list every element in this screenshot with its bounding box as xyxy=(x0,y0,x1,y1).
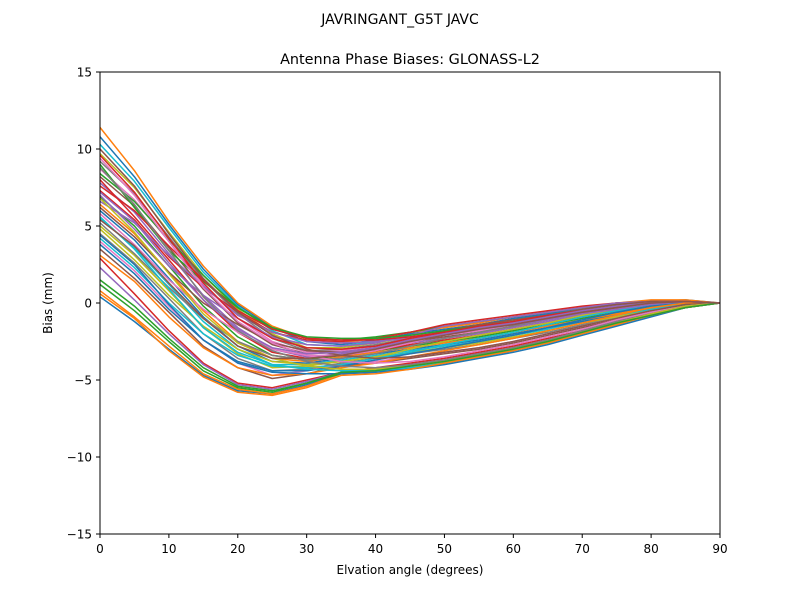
y-axis: −15 −10 −5 0 5 10 15 xyxy=(67,66,100,542)
series-line-45 xyxy=(100,191,720,355)
y-axis-label: Bias (mm) xyxy=(41,272,55,334)
figure-suptitle: JAVRINGANT_G5T JAVC xyxy=(320,12,479,28)
y-tick-label: −15 xyxy=(67,528,92,542)
x-tick-label: 60 xyxy=(506,542,521,556)
series-line-12 xyxy=(100,203,720,363)
x-tick-label: 80 xyxy=(643,542,658,556)
x-tick-label: 20 xyxy=(230,542,245,556)
chart-title: Antenna Phase Biases: GLONASS-L2 xyxy=(280,52,540,68)
series-group xyxy=(100,126,720,397)
x-tick-label: 0 xyxy=(96,542,104,556)
series-line-46 xyxy=(100,219,720,360)
y-tick-label: 15 xyxy=(77,66,92,80)
y-tick-label: 10 xyxy=(77,143,92,157)
y-tick-label: −5 xyxy=(74,374,92,388)
x-tick-label: 30 xyxy=(299,542,314,556)
y-tick-label: −10 xyxy=(67,451,92,465)
series-line-42 xyxy=(100,293,720,397)
y-tick-label: 5 xyxy=(84,220,92,234)
series-line-43 xyxy=(100,279,720,392)
x-axis-label: Elvation angle (degrees) xyxy=(337,563,484,577)
x-tick-label: 90 xyxy=(712,542,727,556)
series-line-38 xyxy=(100,166,720,369)
series-line-30 xyxy=(100,237,720,369)
x-tick-label: 40 xyxy=(368,542,383,556)
y-tick-label: 0 xyxy=(84,297,92,311)
series-line-37 xyxy=(100,157,720,364)
x-tick-label: 50 xyxy=(437,542,452,556)
series-line-36 xyxy=(100,148,720,360)
x-axis: 0 10 20 30 40 50 60 70 80 90 xyxy=(96,534,728,556)
x-tick-label: 10 xyxy=(161,542,176,556)
x-tick-label: 70 xyxy=(575,542,590,556)
